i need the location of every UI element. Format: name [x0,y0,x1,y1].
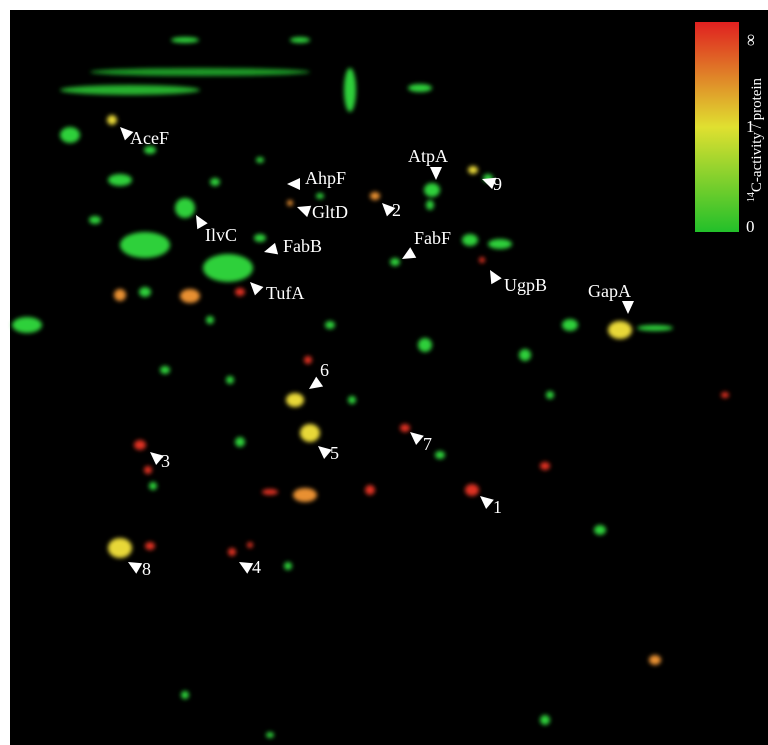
protein-spot [540,462,550,470]
page: ∞ 1 0 14C-activity / protein AceF AhpF Glt… [0,0,768,745]
protein-spot [181,691,189,699]
protein-spot [139,287,151,297]
spot-label: GltD [312,202,348,222]
spot-label: 3 [161,451,170,471]
protein-spot [203,254,253,282]
protein-spot [290,37,310,43]
protein-spot [228,548,236,556]
protein-spot [149,482,157,490]
protein-spot [210,178,220,186]
spot-label: 8 [142,559,151,579]
protein-spot [60,85,200,95]
protein-spot [180,289,200,303]
colorbar [695,22,739,232]
protein-spot [418,338,432,352]
protein-spot [365,485,375,495]
protein-spot [488,239,512,249]
protein-spot [254,234,266,242]
protein-spot [348,396,356,404]
protein-spot [287,200,293,206]
protein-spot [235,288,245,296]
protein-spot [300,424,320,442]
protein-spot [256,157,264,163]
colorbar-tick: 0 [746,217,755,236]
protein-spot [89,216,101,224]
protein-spot [108,174,132,186]
spot-label: FabB [283,236,322,256]
spot-label: 9 [493,174,502,194]
protein-spot [171,37,199,43]
spot-label: AhpF [305,168,346,188]
spot-label: 6 [320,360,329,380]
protein-spot [90,68,310,76]
protein-spot [235,437,245,447]
protein-spot [540,715,550,725]
protein-spot [304,356,312,364]
protein-spot [266,732,274,738]
protein-spot [608,321,632,339]
protein-spot [435,451,445,459]
spot-label: 1 [493,497,502,517]
protein-spot [160,366,170,374]
colorbar-label-text: C-activity / protein [749,77,765,192]
protein-spot [114,289,126,301]
protein-spot [424,183,440,197]
protein-spot [134,440,146,450]
protein-spot [108,538,132,558]
protein-spot [316,193,324,199]
protein-spot [649,655,661,665]
protein-spot [426,200,434,210]
protein-spot [546,391,554,399]
protein-spot [293,488,317,502]
protein-spot [325,321,335,329]
protein-spot [370,192,380,200]
protein-spot [562,319,578,331]
spot-label: TufA [266,283,304,303]
protein-spot [721,392,729,398]
protein-spot [175,198,195,218]
protein-spot [462,234,478,246]
spot-label: GapA [588,281,631,301]
protein-spot [145,542,155,550]
protein-spot [60,127,80,143]
protein-spot [519,349,531,361]
protein-spot [390,258,400,266]
spot-label: FabF [414,228,451,248]
protein-spot [344,68,356,112]
protein-spot [120,232,170,258]
spot-label: IlvC [205,225,237,245]
spot-label: AtpA [408,146,448,166]
protein-spot [206,316,214,324]
protein-spot [465,484,479,496]
spot-label: AceF [130,128,169,148]
protein-spot [408,84,432,92]
spot-label: 7 [423,434,432,454]
protein-spot [247,542,253,548]
protein-spot [286,393,304,407]
protein-spot [262,489,278,495]
protein-spot [637,325,673,331]
colorbar-label-sup: 14 [746,192,757,202]
protein-spot [284,562,292,570]
gel-background [10,10,768,745]
spot-label: UgpB [504,275,547,295]
spot-label: 4 [252,557,261,577]
colorbar-tick: ∞ [742,34,761,46]
protein-spot [400,424,410,432]
protein-spot [594,525,606,535]
colorbar-label: 14C-activity / protein [746,77,765,202]
protein-spot [144,466,152,474]
protein-spot [468,166,478,174]
protein-spot [12,317,42,333]
protein-spot [226,376,234,384]
spot-label: 2 [392,200,401,220]
gel-figure: ∞ 1 0 14C-activity / protein AceF AhpF Glt… [0,0,768,745]
protein-spot [479,257,485,263]
protein-spot [107,115,117,125]
spot-label: 5 [330,443,339,463]
